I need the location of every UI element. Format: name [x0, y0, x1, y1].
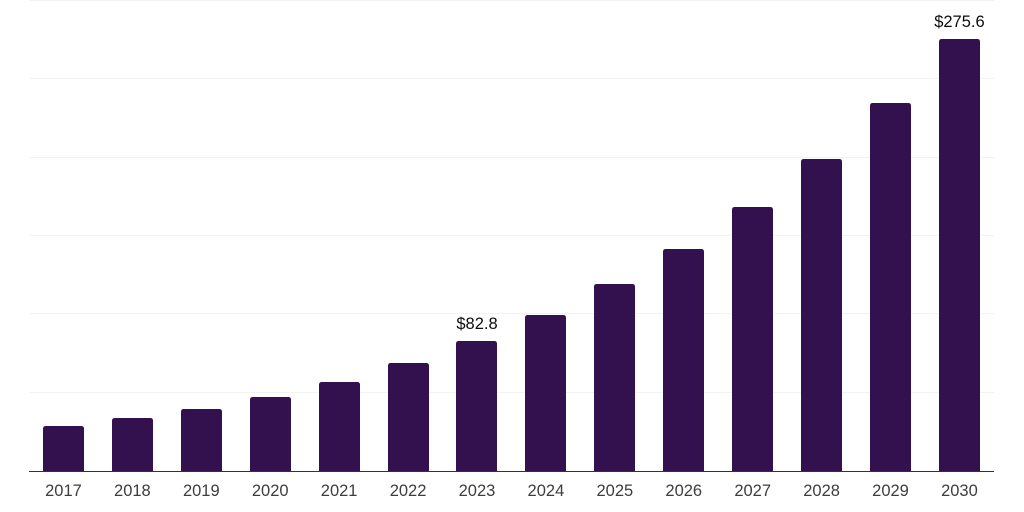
- bar-band: [511, 1, 580, 471]
- bar-band: $275.6: [925, 1, 994, 471]
- x-axis-tick-labels: 2017 2018 2019 2020 2021 2022 2023 2024 2025 2026…: [29, 482, 994, 501]
- bars: $82.8 $275.6: [29, 1, 994, 471]
- bar-band: [29, 1, 98, 471]
- bar-2024: [525, 315, 567, 471]
- bar-2017: [42, 426, 84, 471]
- gridline: [29, 156, 994, 158]
- bar-band: [718, 1, 787, 471]
- gridline: [29, 235, 994, 236]
- bar-band: [236, 1, 305, 471]
- bar-2030: [938, 39, 980, 471]
- bar-band: [856, 1, 925, 471]
- x-tick-label: 2023: [458, 482, 496, 500]
- bar-2026: [663, 248, 705, 471]
- bar-band: [374, 1, 443, 471]
- bar-band: $82.8: [443, 1, 512, 471]
- x-tick-label: 2026: [665, 482, 703, 500]
- bar-2020: [249, 397, 291, 471]
- data-label: $275.6: [934, 13, 985, 32]
- bar-band: [98, 1, 167, 471]
- x-tick-label: 2021: [320, 482, 358, 500]
- data-label: $82.8: [456, 315, 498, 334]
- x-tick-label: 2024: [527, 482, 565, 500]
- x-tick-label: 2029: [872, 482, 909, 500]
- bar-band: [167, 1, 236, 471]
- bar-2029: [870, 103, 912, 471]
- bar-2018: [111, 418, 153, 471]
- bar-2023: [456, 341, 498, 471]
- bar-2028: [801, 159, 843, 471]
- x-tick-label: 2018: [114, 482, 151, 500]
- x-tick-label: 2025: [596, 482, 634, 500]
- x-tick-label: 2020: [251, 482, 289, 500]
- x-tick-label: 2019: [182, 482, 220, 500]
- bar-band: [787, 1, 856, 471]
- gridline: [29, 78, 994, 80]
- gridline: [29, 313, 994, 315]
- x-tick-label: 2030: [941, 482, 978, 500]
- x-tick-label: 2027: [734, 482, 772, 500]
- bar-2027: [732, 207, 774, 471]
- bar-band: [649, 1, 718, 471]
- bar-2022: [387, 363, 429, 471]
- x-tick-label: 2022: [389, 482, 427, 500]
- bar-band: [580, 1, 649, 471]
- bar-2025: [594, 284, 636, 471]
- bar-2021: [318, 381, 360, 471]
- gridline: [29, 391, 994, 393]
- x-tick-label: 2028: [803, 482, 840, 500]
- bar-2019: [180, 408, 222, 471]
- bar-band: [305, 1, 374, 471]
- x-tick-label: 2017: [45, 482, 82, 500]
- plot-area: $82.8 $275.6: [29, 0, 994, 472]
- gridlines: [29, 0, 994, 471]
- gridline: [29, 0, 994, 1]
